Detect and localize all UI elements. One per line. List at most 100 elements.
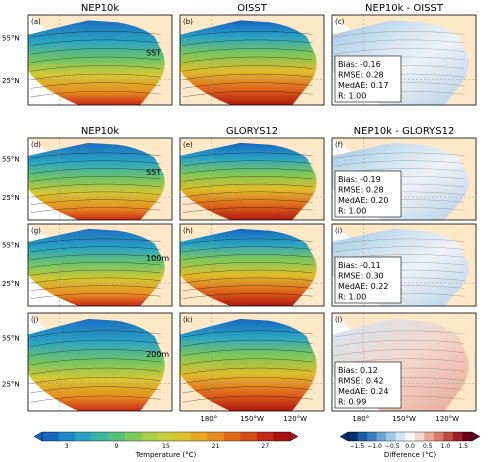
column-title: GLORYS12 — [226, 126, 278, 137]
contour-line — [182, 183, 313, 190]
contour-line — [30, 183, 161, 190]
stats-line: MedAE: 0.20 — [338, 196, 388, 205]
colorbar-swatch — [414, 432, 425, 441]
panel-label: (f) — [335, 141, 343, 149]
contour-line — [30, 238, 161, 245]
contour-line — [334, 330, 465, 338]
colorbar-title: Difference (°C) — [384, 451, 436, 459]
panel-frame — [27, 223, 173, 307]
contour-line — [182, 152, 313, 159]
latitude-tick-label: 55°N — [2, 156, 20, 164]
contour-line — [30, 160, 161, 167]
panel-frame — [27, 137, 173, 221]
panel-frame — [27, 14, 173, 106]
colorbar-extend-high — [289, 431, 299, 442]
stats-box — [334, 361, 402, 409]
contour-line — [182, 176, 313, 182]
contour-line — [30, 395, 161, 403]
colorbar-swatch — [190, 432, 208, 441]
stats-line: RMSE: 0.42 — [338, 377, 384, 386]
colorbar-swatch — [256, 432, 274, 441]
column-title: NEP10k — [81, 3, 120, 14]
temperature-colorbar: 3 9 15 21 27 Temperature (°C) — [33, 431, 299, 459]
colorbar-swatch — [240, 432, 258, 441]
longitude-tick-label: 150°W — [240, 415, 264, 423]
colorbar-tick-label: 1.0 — [441, 443, 451, 450]
contour-line — [30, 269, 161, 276]
longitude-tick-label: 120°W — [283, 415, 307, 423]
latitude-tick-label: 55°N — [2, 35, 20, 43]
contour-line — [182, 293, 313, 299]
contour-line — [182, 330, 313, 338]
contour-line — [182, 168, 313, 174]
panel-label: (h) — [183, 227, 193, 235]
colorbar-swatch — [386, 432, 397, 441]
colorbar-swatch — [42, 432, 59, 441]
colorbar-swatch — [75, 432, 92, 441]
colorbar-swatch — [348, 432, 358, 441]
colorbar-tick-label: 0.5 — [423, 443, 433, 450]
panel-label: (a) — [31, 18, 41, 26]
stats-line: MedAE: 0.17 — [338, 81, 388, 90]
contour-line — [30, 339, 161, 347]
axis-ticks: 55°N 25°N 55°N 25°N 55°N 25°N 55°N 25°N 180° 150°… — [2, 35, 459, 424]
contour-line — [30, 277, 161, 284]
colorbar-tick-label: 1.5 — [458, 443, 468, 450]
stats-line: Bias: -0.16 — [338, 60, 381, 69]
contour-line — [30, 90, 161, 98]
contour-line — [182, 358, 313, 366]
map-panel-a: (a) SST — [27, 14, 173, 106]
contour-line — [334, 39, 465, 46]
map-panel-b: (b) — [179, 14, 325, 106]
contour-line — [30, 48, 161, 55]
colorbar-swatch — [443, 432, 454, 441]
panel-label: (b) — [183, 18, 193, 26]
difference-colorbar: −1.5 −1.0 −0.5 0.0 0.5 1.0 1.5 Difference (°C) — [339, 431, 481, 459]
colorbar-tick-label: −1.5 — [350, 443, 365, 450]
contour-line — [30, 168, 161, 174]
longitude-tick-label: 120°W — [435, 415, 459, 423]
latitude-tick-label: 25°N — [2, 280, 20, 288]
stats-line: MedAE: 0.24 — [338, 387, 388, 396]
panel-frame — [179, 312, 325, 412]
panel-frame — [179, 223, 325, 307]
panel-frame — [27, 312, 173, 412]
depth-label: SST — [146, 168, 161, 177]
column-title: OISST — [237, 3, 268, 14]
colorbar-swatch — [273, 432, 291, 441]
colorbar-tick-label: 21 — [212, 443, 220, 450]
contour-line — [30, 199, 161, 206]
colorbar-swatch — [108, 432, 126, 441]
contour-line — [30, 65, 161, 72]
contour-line — [30, 358, 161, 366]
colorbars: 3 9 15 21 27 Temperature (°C) −1.5 −1.0 −0.5 0.0 0… — [33, 431, 481, 459]
colorbar-title: Temperature (°C) — [135, 451, 197, 459]
panel-frame — [331, 223, 477, 307]
colorbar-swatch — [141, 432, 159, 441]
colorbar-swatch — [395, 432, 406, 441]
longitude-tick-label: 150°W — [392, 415, 416, 423]
colorbar-swatch — [174, 432, 192, 441]
contour-line — [30, 152, 161, 159]
map-panel-h: (h) — [179, 223, 325, 307]
contour-line — [30, 262, 161, 268]
column-title: NEP10k - GLORYS12 — [354, 126, 455, 137]
contour-line — [30, 386, 161, 394]
colorbar-extend-low — [339, 431, 349, 442]
colorbar-frame — [41, 431, 291, 442]
colorbar-tick-label: 15 — [162, 443, 170, 450]
latitude-tick-label: 25°N — [2, 77, 20, 85]
contour-line — [182, 285, 313, 292]
contour-line — [182, 207, 313, 213]
contour-line — [30, 246, 161, 253]
contour-line — [182, 254, 313, 260]
stats-line: MedAE: 0.22 — [338, 282, 388, 291]
contour-line — [30, 367, 161, 375]
colorbar-swatch — [452, 432, 463, 441]
contour-line — [182, 48, 313, 55]
stats-line: R: 0.99 — [338, 398, 366, 407]
contour-line — [182, 367, 313, 375]
depth-label: 100m — [146, 254, 169, 263]
